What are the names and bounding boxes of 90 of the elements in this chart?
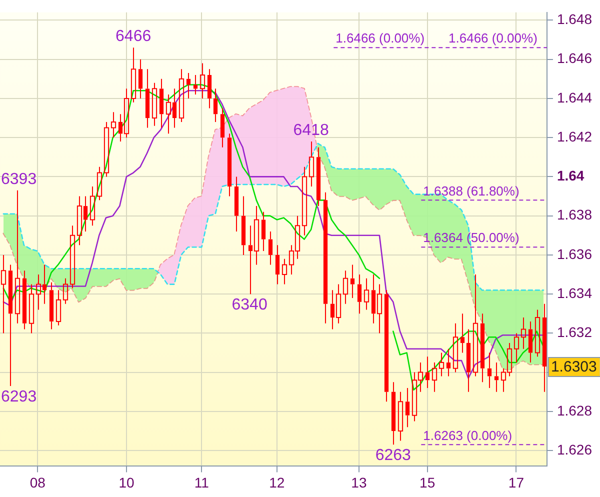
- candlestick: [282, 258, 288, 285]
- y-tick-label: 1.648: [556, 11, 592, 28]
- candlestick: [528, 320, 533, 364]
- candlestick: [316, 146, 321, 207]
- candlestick: [104, 121, 110, 178]
- ref-line-label: 1.6364 (50.00%): [423, 230, 520, 246]
- candlestick: [520, 317, 526, 350]
- candlestick: [241, 196, 246, 256]
- y-tick-label: 1.642: [556, 128, 592, 144]
- candlestick: [213, 88, 218, 122]
- candlestick: [62, 278, 68, 304]
- candlestick: [534, 309, 540, 358]
- annotation: 6263: [375, 447, 412, 464]
- candlestick: [0, 254, 6, 334]
- candlestick: [96, 166, 102, 201]
- candlestick: [432, 362, 438, 392]
- candlestick: [70, 225, 76, 289]
- candlestick: [200, 62, 206, 99]
- annotation: 6466: [116, 28, 152, 46]
- candlestick: [494, 362, 499, 392]
- y-tick-label: 1.632: [556, 324, 592, 340]
- line-series: [2, 142, 544, 291]
- candlestick: [472, 274, 478, 377]
- candlestick: [227, 133, 232, 197]
- y-tick-label: 1.646: [556, 50, 592, 66]
- y-tick-label: 1.64: [556, 168, 584, 184]
- candlestick: [308, 141, 314, 187]
- candlestick: [138, 58, 143, 99]
- candlestick: [178, 68, 184, 122]
- x-tick-label: 10: [118, 474, 134, 490]
- candlestick: [391, 382, 396, 446]
- x-tick-label: 17: [508, 474, 524, 490]
- y-tick-label: 1.628: [556, 402, 592, 418]
- annotation: 6340: [232, 296, 268, 314]
- candlestick: [152, 82, 158, 126]
- candlestick: [452, 322, 458, 373]
- x-tick-label: 11: [194, 474, 210, 490]
- candlestick: [466, 328, 471, 392]
- candlestick: [261, 211, 266, 252]
- candlestick: [28, 284, 34, 334]
- x-tick-label: 15: [420, 474, 436, 490]
- candlestick: [145, 68, 150, 128]
- candlestick: [186, 72, 191, 99]
- y-tick-label: 1.626: [556, 441, 592, 458]
- y-tick-label: 1.634: [556, 284, 592, 301]
- candlestick: [542, 303, 547, 392]
- candlestick: [14, 190, 20, 324]
- y-tick-label: 1.636: [556, 246, 592, 262]
- x-tick-label: 12: [269, 474, 285, 490]
- candlestick: [438, 352, 444, 377]
- candlestick: [480, 313, 485, 383]
- x-tick-label: 08: [30, 474, 46, 490]
- y-tick-label: 1.644: [556, 89, 592, 106]
- candlestick: [234, 176, 239, 232]
- candlestick: [90, 186, 96, 226]
- candlestick: [49, 282, 54, 330]
- candlestick: [110, 112, 116, 138]
- candlestick: [357, 274, 362, 314]
- x-tick-label: 13: [351, 474, 367, 490]
- ref-line-label: 1.6388 (61.80%): [423, 183, 520, 198]
- candlestick: [159, 78, 164, 128]
- candlestick: [22, 270, 27, 330]
- candlestick: [514, 332, 520, 364]
- candlestick: [405, 387, 410, 428]
- annotation: 6293: [1, 388, 37, 406]
- candlestick: [487, 352, 492, 388]
- candlestick: [384, 290, 389, 402]
- y-tick-label: 1.638: [556, 206, 592, 223]
- candlestick: [302, 166, 308, 236]
- candlestick: [130, 47, 136, 103]
- text: 1.6303: [550, 358, 597, 376]
- candlestick: [56, 290, 62, 326]
- ref-line-label: 1.6466 (0.00%): [336, 30, 425, 46]
- candlestick: [342, 270, 348, 304]
- annotation: 6393: [1, 170, 37, 188]
- candlestick: [425, 356, 430, 388]
- candlestick: [275, 244, 280, 285]
- candlestick: [398, 391, 404, 442]
- candlestick: [8, 264, 13, 387]
- candlestick: [220, 108, 225, 148]
- candlestick: [460, 313, 465, 354]
- candlestick: [446, 348, 451, 377]
- annotation: 1.6466 (0.00%): [448, 30, 538, 46]
- candlestick: [268, 230, 273, 266]
- candlestick: [207, 68, 212, 109]
- candlestick: [350, 264, 355, 298]
- annotation: 6418: [293, 122, 329, 139]
- candlestick: [364, 278, 370, 310]
- candlestick: [323, 192, 328, 324]
- ref-line-label: 1.6263 (0.00%): [423, 428, 512, 443]
